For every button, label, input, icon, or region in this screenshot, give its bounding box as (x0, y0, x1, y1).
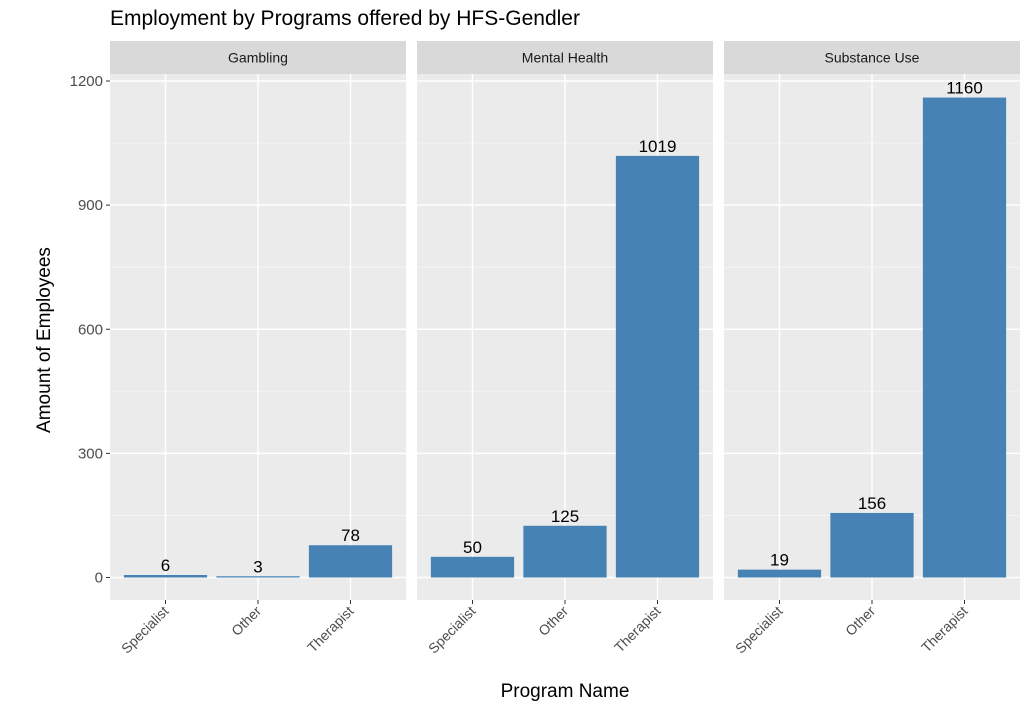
facet-strip-label: Gambling (228, 50, 288, 66)
facet-strip (110, 41, 406, 74)
facet-panel-substance-use: Substance Use 19 156 1160 Specialist Other The… (724, 41, 1020, 656)
chart-title: Employment by Programs offered by HFS-Ge… (110, 7, 580, 30)
y-tick-label: 900 (78, 197, 103, 214)
x-tick-label: Therapist (611, 603, 664, 656)
x-tick-label: Therapist (918, 603, 971, 656)
bar-other (523, 525, 607, 578)
facet-strip-label: Substance Use (825, 50, 920, 66)
x-tick-label: Specialist (118, 603, 172, 657)
data-label: 1019 (639, 137, 677, 156)
data-label: 125 (551, 507, 579, 526)
bar-therapist (922, 97, 1007, 578)
bar-specialist (123, 575, 208, 578)
y-tick-label: 0 (95, 570, 103, 587)
x-tick-label: Other (535, 603, 571, 639)
facet-strip (724, 41, 1020, 74)
facet-panel-gambling: Gambling 6 3 78 Specialist Other Therapist (110, 41, 406, 656)
y-axis-title: Amount of Employees (34, 247, 55, 433)
x-tick-label: Other (842, 603, 878, 639)
x-tick-label: Therapist (304, 603, 357, 656)
bar-therapist (308, 545, 393, 578)
facet-strip (417, 41, 713, 74)
bar-specialist (430, 556, 515, 578)
x-tick-label: Specialist (732, 603, 786, 657)
data-label: 6 (161, 556, 170, 575)
x-tick-label: Other (228, 603, 264, 639)
bar-other (216, 576, 300, 578)
facet-panel-mental-health: Mental Health 50 125 1019 Specialist Other The… (417, 41, 713, 656)
y-tick-label: 300 (78, 445, 103, 462)
y-tick-label: 600 (78, 321, 103, 338)
facet-strip-label: Mental Health (522, 50, 608, 66)
y-tick-label: 1200 (70, 73, 103, 90)
bar-therapist (615, 155, 700, 578)
data-label: 3 (253, 557, 262, 576)
bar-specialist (737, 569, 822, 578)
x-tick-label: Specialist (425, 603, 479, 657)
data-label: 156 (858, 494, 886, 513)
data-label: 50 (463, 538, 482, 557)
data-label: 78 (341, 526, 360, 545)
x-axis-title: Program Name (501, 681, 630, 702)
data-label: 1160 (946, 79, 983, 98)
y-axis: 0 300 600 900 1200 (70, 73, 110, 587)
bar-other (830, 512, 914, 578)
data-label: 19 (770, 551, 789, 570)
